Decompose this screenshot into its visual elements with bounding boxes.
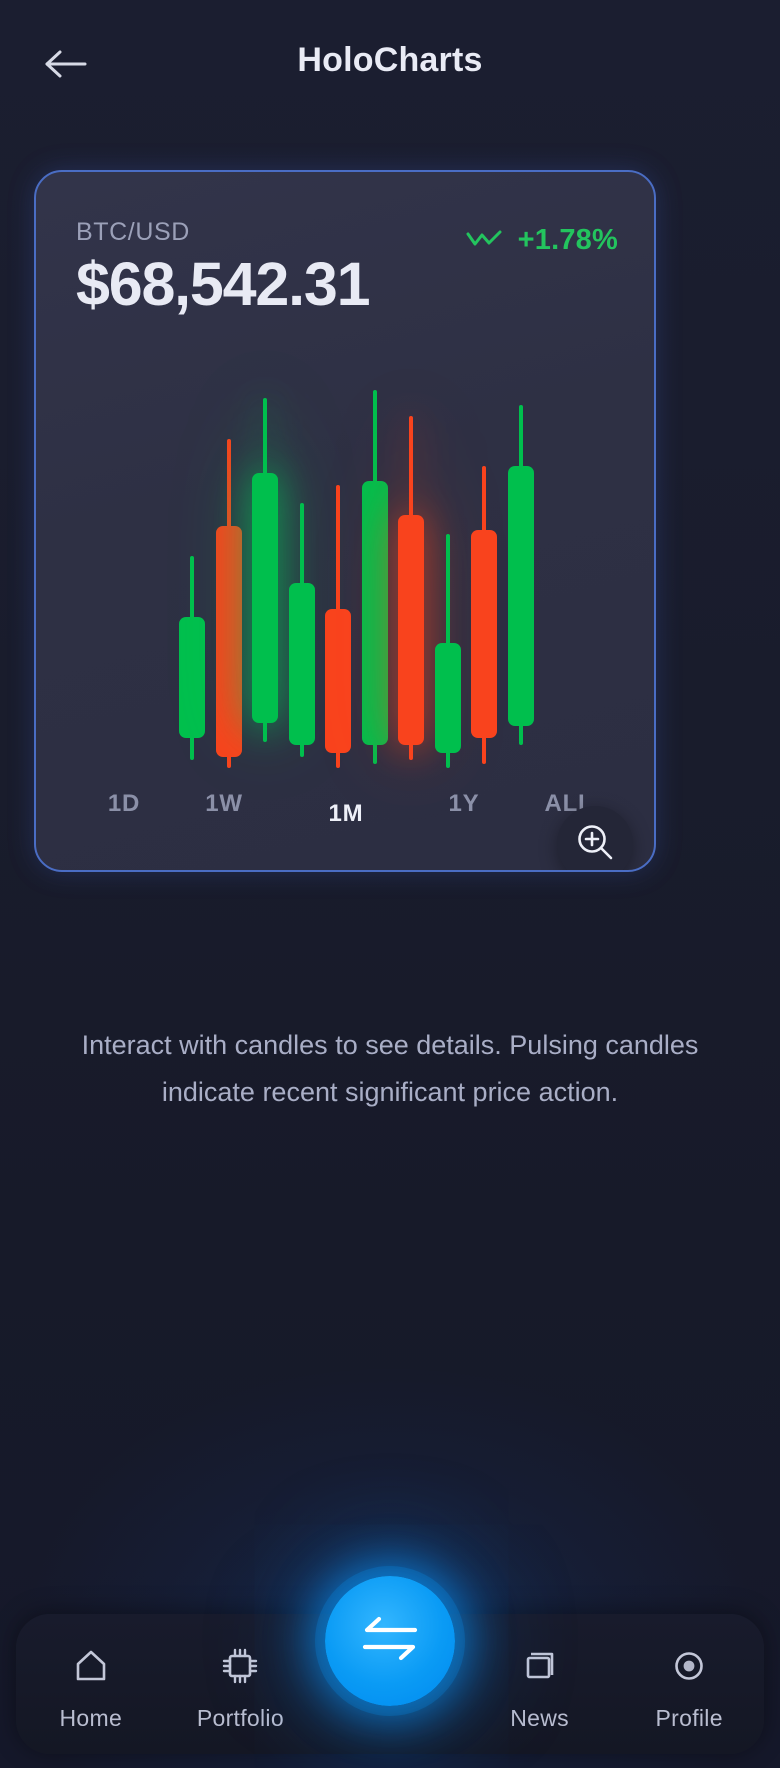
candle[interactable] bbox=[398, 390, 424, 768]
card-header: BTC/USD $68,542.31 +1.78% bbox=[76, 218, 618, 328]
sparkline-wave-icon bbox=[466, 228, 502, 253]
change-percent: +1.78% bbox=[517, 224, 618, 256]
nav-label: Portfolio bbox=[196, 1704, 284, 1731]
candle-body bbox=[325, 609, 351, 753]
candle[interactable] bbox=[361, 390, 388, 768]
nav-item-news[interactable]: News bbox=[465, 1637, 615, 1732]
nav-item-profile[interactable]: Profile bbox=[614, 1637, 764, 1732]
app-header: HoloCharts bbox=[0, 0, 780, 130]
arrow-left-icon bbox=[44, 47, 88, 81]
magnifier-plus-icon bbox=[575, 822, 615, 867]
timeframe-1m[interactable]: 1M bbox=[328, 800, 364, 827]
price-change: +1.78% bbox=[466, 224, 618, 257]
hint-text: Interact with candles to see details. Pu… bbox=[81, 1030, 699, 1107]
timeframe-selector[interactable]: 1D 1W 1M 1Y ALL bbox=[36, 776, 654, 846]
pair-label: BTC/USD bbox=[76, 218, 190, 246]
page-title: HoloCharts bbox=[297, 41, 483, 79]
nav-label: Home bbox=[59, 1704, 123, 1731]
candle-body bbox=[507, 465, 534, 727]
candle[interactable] bbox=[507, 390, 534, 768]
target-dot-icon bbox=[667, 1643, 711, 1689]
candle[interactable] bbox=[325, 390, 351, 768]
candle[interactable] bbox=[288, 390, 315, 768]
candle-body bbox=[252, 473, 278, 723]
candle[interactable] bbox=[252, 390, 278, 768]
back-button[interactable] bbox=[42, 40, 90, 88]
timeframe-1d[interactable]: 1D bbox=[107, 790, 141, 817]
home-icon bbox=[69, 1643, 113, 1689]
candle-body bbox=[288, 582, 315, 746]
price-chart-card[interactable]: BTC/USD $68,542.31 +1.78% 1D 1W 1M 1Y ALL bbox=[34, 170, 656, 872]
timeframe-1y[interactable]: 1Y bbox=[448, 790, 480, 817]
chip-icon bbox=[218, 1643, 262, 1689]
bottom-navigation: Home Portfolio News Profile bbox=[16, 1576, 764, 1754]
timeframe-1w[interactable]: 1W bbox=[205, 790, 243, 817]
candle-body bbox=[434, 643, 461, 753]
candle-body bbox=[361, 480, 388, 746]
candle[interactable] bbox=[179, 390, 205, 768]
swap-arrows-icon bbox=[359, 1615, 421, 1668]
nav-item-home[interactable]: Home bbox=[16, 1637, 166, 1732]
nav-label: Profile bbox=[655, 1704, 723, 1731]
candle-body bbox=[179, 616, 205, 738]
window-stack-icon bbox=[518, 1643, 562, 1689]
candle[interactable] bbox=[471, 390, 497, 768]
zoom-in-button[interactable] bbox=[557, 806, 633, 870]
candle-body bbox=[471, 529, 497, 738]
price-value: $68,542.31 bbox=[76, 250, 371, 318]
candle-body bbox=[398, 514, 424, 746]
nav-item-portfolio[interactable]: Portfolio bbox=[166, 1637, 316, 1732]
candle[interactable] bbox=[215, 390, 242, 768]
nav-label: News bbox=[510, 1704, 569, 1731]
candle-body bbox=[215, 526, 242, 757]
candle[interactable] bbox=[434, 390, 461, 768]
candlestick-chart[interactable] bbox=[36, 390, 654, 768]
swap-button[interactable] bbox=[325, 1576, 455, 1706]
